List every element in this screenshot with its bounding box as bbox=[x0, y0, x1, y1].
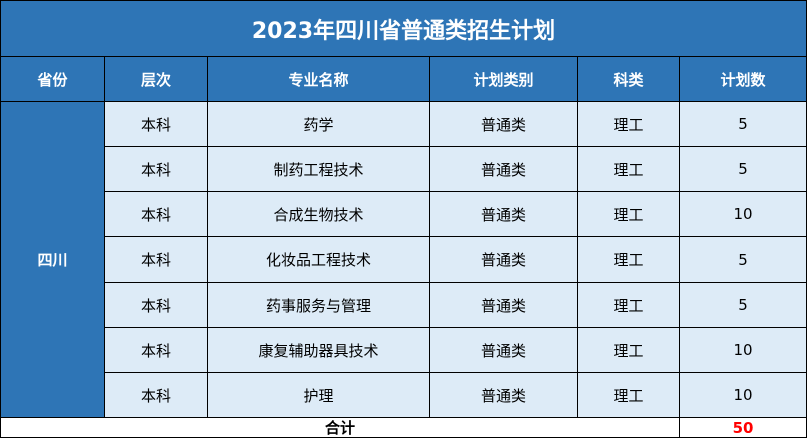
table-cell-category: 理工 bbox=[578, 237, 680, 283]
table-cell-count: 10 bbox=[680, 192, 807, 237]
table-cell-count: 10 bbox=[680, 373, 807, 418]
column-header: 层次 bbox=[105, 57, 208, 102]
column-header: 计划数 bbox=[680, 57, 807, 102]
table-cell-level: 本科 bbox=[105, 102, 208, 147]
table-cell-level: 本科 bbox=[105, 237, 208, 283]
table-title: 2023年四川省普通类招生计划 bbox=[0, 0, 807, 57]
table-cell-count: 5 bbox=[680, 283, 807, 328]
table-cell-level: 本科 bbox=[105, 192, 208, 237]
table-cell-major: 药事服务与管理 bbox=[208, 283, 430, 328]
column-header: 专业名称 bbox=[208, 57, 430, 102]
table-cell-level: 本科 bbox=[105, 283, 208, 328]
table-cell-major: 康复辅助器具技术 bbox=[208, 328, 430, 373]
table-cell-type: 普通类 bbox=[430, 147, 578, 192]
table-cell-major: 药学 bbox=[208, 102, 430, 147]
table-cell-count: 5 bbox=[680, 147, 807, 192]
table-cell-type: 普通类 bbox=[430, 283, 578, 328]
total-label: 合计 bbox=[0, 418, 680, 438]
table-cell-major: 化妆品工程技术 bbox=[208, 237, 430, 283]
total-value: 50 bbox=[680, 418, 807, 438]
table-cell-category: 理工 bbox=[578, 102, 680, 147]
table-cell-level: 本科 bbox=[105, 373, 208, 418]
table-cell-level: 本科 bbox=[105, 147, 208, 192]
table-cell-category: 理工 bbox=[578, 147, 680, 192]
table-cell-type: 普通类 bbox=[430, 102, 578, 147]
table-cell-category: 理工 bbox=[578, 373, 680, 418]
table-cell-category: 理工 bbox=[578, 192, 680, 237]
table-cell-type: 普通类 bbox=[430, 237, 578, 283]
table-cell-type: 普通类 bbox=[430, 373, 578, 418]
table-cell-major: 合成生物技术 bbox=[208, 192, 430, 237]
column-header: 科类 bbox=[578, 57, 680, 102]
column-header: 计划类别 bbox=[430, 57, 578, 102]
table-cell-category: 理工 bbox=[578, 328, 680, 373]
table-cell-count: 10 bbox=[680, 328, 807, 373]
table-cell-count: 5 bbox=[680, 237, 807, 283]
column-header: 省份 bbox=[0, 57, 105, 102]
table-cell-type: 普通类 bbox=[430, 192, 578, 237]
table-cell-type: 普通类 bbox=[430, 328, 578, 373]
table-cell-category: 理工 bbox=[578, 283, 680, 328]
table-cell-count: 5 bbox=[680, 102, 807, 147]
table-cell-major: 制药工程技术 bbox=[208, 147, 430, 192]
table-cell-major: 护理 bbox=[208, 373, 430, 418]
province-cell: 四川 bbox=[0, 102, 105, 418]
table-cell-level: 本科 bbox=[105, 328, 208, 373]
